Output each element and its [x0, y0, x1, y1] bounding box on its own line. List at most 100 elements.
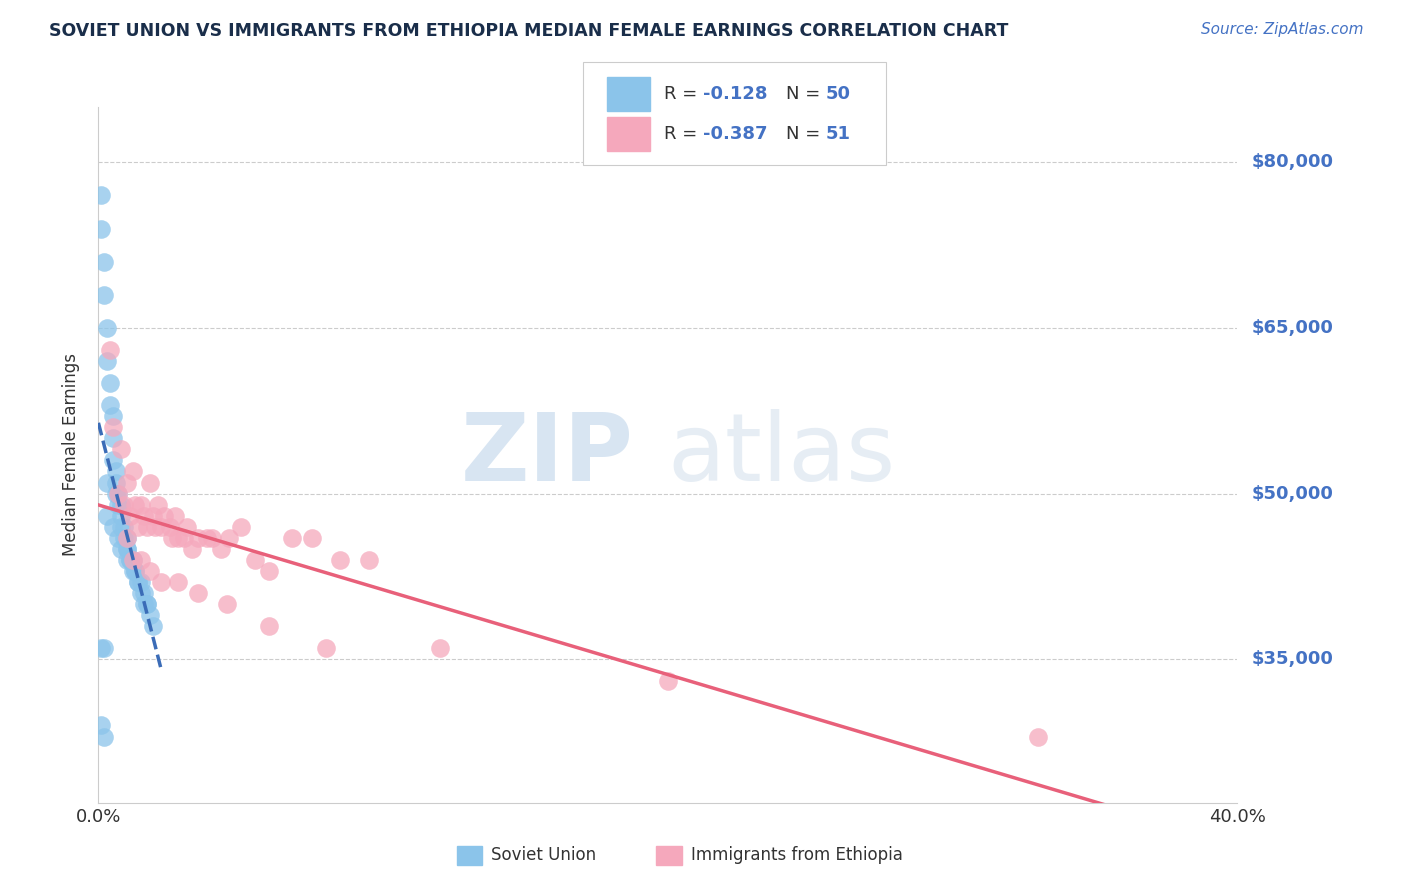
Point	[104, 475, 127, 490]
Point	[129, 574, 152, 589]
Text: atlas: atlas	[668, 409, 896, 501]
Text: Immigrants from Ethiopia: Immigrants from Ethiopia	[690, 846, 903, 864]
Point	[93, 730, 115, 744]
Point	[90, 188, 112, 202]
Point	[118, 553, 141, 567]
Point	[141, 619, 163, 633]
Point	[657, 674, 679, 689]
Point	[118, 508, 141, 523]
Point	[195, 531, 218, 545]
Text: 50: 50	[825, 85, 851, 103]
Y-axis label: Median Female Earnings: Median Female Earnings	[62, 353, 80, 557]
Point	[218, 531, 240, 545]
Point	[132, 586, 155, 600]
Point	[101, 519, 124, 533]
Point	[132, 508, 155, 523]
Point	[141, 508, 163, 523]
Point	[93, 254, 115, 268]
Point	[121, 465, 143, 479]
Point	[101, 431, 124, 445]
Text: $65,000: $65,000	[1251, 319, 1333, 337]
Text: SOVIET UNION VS IMMIGRANTS FROM ETHIOPIA MEDIAN FEMALE EARNINGS CORRELATION CHAR: SOVIET UNION VS IMMIGRANTS FROM ETHIOPIA…	[49, 22, 1008, 40]
Point	[129, 586, 152, 600]
Text: R =: R =	[664, 125, 703, 143]
Point	[115, 475, 138, 490]
Text: $35,000: $35,000	[1251, 650, 1333, 668]
Point	[259, 619, 281, 633]
Text: -0.387: -0.387	[703, 125, 768, 143]
Point	[107, 486, 129, 500]
Point	[96, 475, 118, 490]
Point	[96, 508, 118, 523]
Point	[118, 553, 141, 567]
Point	[107, 498, 129, 512]
Point	[98, 376, 121, 391]
Point	[104, 465, 127, 479]
Point	[110, 519, 132, 533]
Point	[167, 531, 190, 545]
Point	[112, 531, 135, 545]
Text: $50,000: $50,000	[1251, 484, 1333, 502]
Point	[243, 553, 266, 567]
Text: 51: 51	[825, 125, 851, 143]
Point	[162, 531, 184, 545]
Point	[110, 508, 132, 523]
Point	[138, 608, 160, 623]
Point	[153, 508, 176, 523]
Point	[357, 553, 380, 567]
Point	[127, 574, 149, 589]
Point	[101, 420, 124, 434]
Text: N =: N =	[786, 85, 825, 103]
Point	[121, 564, 143, 578]
Point	[135, 519, 157, 533]
Point	[187, 531, 209, 545]
Text: R =: R =	[664, 85, 703, 103]
Point	[209, 541, 232, 556]
Point	[90, 641, 112, 656]
Point	[181, 541, 204, 556]
Point	[429, 641, 451, 656]
Point	[90, 718, 112, 732]
Text: $80,000: $80,000	[1251, 153, 1333, 171]
Point	[129, 553, 152, 567]
Point	[124, 564, 146, 578]
Point	[115, 531, 138, 545]
Point	[1026, 730, 1049, 744]
Point	[150, 519, 173, 533]
Point	[215, 597, 238, 611]
Point	[110, 498, 132, 512]
Point	[329, 553, 352, 567]
Point	[112, 519, 135, 533]
Point	[90, 221, 112, 235]
Point	[167, 574, 190, 589]
Point	[115, 531, 138, 545]
Point	[112, 498, 135, 512]
Point	[107, 531, 129, 545]
Point	[148, 498, 170, 512]
Text: -0.128: -0.128	[703, 85, 768, 103]
Point	[121, 553, 143, 567]
Text: Source: ZipAtlas.com: Source: ZipAtlas.com	[1201, 22, 1364, 37]
Point	[159, 519, 181, 533]
Text: N =: N =	[786, 125, 825, 143]
Point	[135, 597, 157, 611]
Bar	[657, 846, 682, 865]
Text: Soviet Union: Soviet Union	[491, 846, 596, 864]
Point	[115, 553, 138, 567]
Text: ZIP: ZIP	[461, 409, 634, 501]
Point	[176, 519, 198, 533]
Point	[98, 398, 121, 412]
Point	[115, 541, 138, 556]
Point	[93, 287, 115, 301]
Point	[104, 486, 127, 500]
Point	[127, 574, 149, 589]
Point	[201, 531, 224, 545]
Point	[110, 541, 132, 556]
Point	[124, 564, 146, 578]
Point	[121, 553, 143, 567]
Point	[93, 641, 115, 656]
Point	[96, 321, 118, 335]
Point	[98, 343, 121, 357]
Point	[173, 531, 195, 545]
Point	[301, 531, 323, 545]
